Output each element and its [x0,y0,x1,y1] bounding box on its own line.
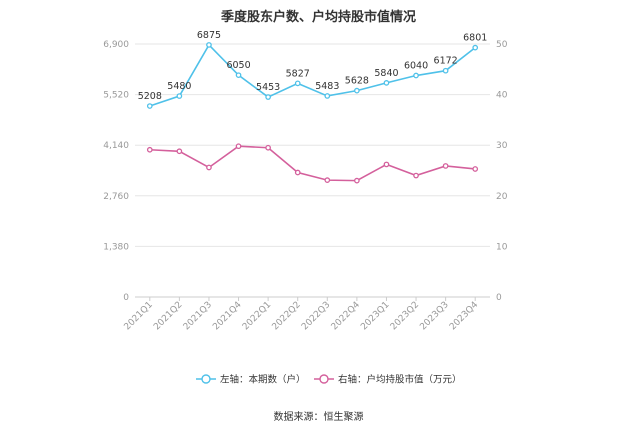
right-tick-label: 50 [496,40,508,50]
data-label: 5840 [374,68,398,79]
data-label: 5483 [315,81,339,92]
x-tick-label: 2023Q2 [389,300,421,332]
chart-title: 季度股东户数、户均持股市值情况 [220,10,416,25]
data-label: 5628 [345,76,369,87]
series-point-1 [442,67,449,74]
left-axis: 0 1,380 2,760 4,140 5,520 6,900 [103,40,129,303]
data-label: 5208 [138,91,162,102]
series-point-1 [206,42,212,48]
left-tick-label: 4,140 [103,141,129,151]
series-point-2 [413,172,419,179]
series-point-1 [413,72,419,79]
series-point-1 [235,72,242,79]
data-label: 5453 [256,82,280,93]
x-tick-label: 2023Q1 [359,300,391,332]
right-tick-label: 0 [496,293,502,303]
series-point-1 [472,44,479,51]
legend-swatch-marker [319,374,329,384]
x-tick-label: 2021Q1 [123,300,155,332]
data-label: 6875 [197,30,221,41]
series-point-2 [472,166,479,172]
series-point-1 [383,80,390,86]
data-label: 6040 [404,61,428,72]
right-axis: 0 10 20 30 40 50 [496,40,508,303]
x-tick-label: 2022Q2 [271,300,303,332]
legend: 左轴：本期数（户） 右轴：户均持股市值（万元） [196,374,462,386]
right-tick-label: 20 [496,192,508,202]
series-point-1 [146,103,153,109]
x-tick-label: 2022Q1 [241,300,273,332]
series-point-2 [324,177,331,183]
series-point-1 [176,93,183,99]
data-label: 6050 [226,60,250,71]
left-tick-label: 2,760 [103,192,129,202]
right-tick-label: 10 [496,242,508,252]
left-tick-label: 0 [123,293,129,303]
left-tick-label: 5,520 [103,91,129,101]
series-point-2 [235,143,242,150]
grid [135,43,490,298]
series-point-1 [294,80,301,87]
x-tick-label: 2021Q4 [211,300,244,333]
data-label: 5480 [167,81,191,92]
series-point-2 [354,177,360,184]
series-point-2 [294,169,301,176]
data-label: 6801 [463,33,487,44]
series-point-2 [383,161,390,168]
x-axis: 2021Q12021Q22021Q32021Q42022Q12022Q22022… [123,297,481,332]
left-tick-label: 1,380 [103,242,129,252]
series-point-2 [146,146,153,153]
data-label: 5827 [286,68,310,79]
series-point-2 [442,163,449,169]
series-point-2 [265,144,271,151]
series-layer: 5208 5480 6875 6050 5453 5827 5483 5628 5840 6040… [138,30,487,184]
x-tick-label: 2021Q3 [182,300,214,332]
x-tick-label: 2023Q3 [418,300,450,332]
series-point-2 [176,148,183,155]
series-point-2 [206,164,212,171]
legend-label: 左轴：本期数（户） [220,374,306,386]
left-tick-label: 6,900 [103,40,129,50]
x-tick-label: 2022Q3 [300,300,332,332]
data-label: 6172 [434,56,458,67]
series-line-1 [149,43,476,107]
right-tick-label: 30 [496,141,508,151]
right-tick-label: 40 [496,91,508,101]
series-point-1 [265,94,271,100]
source-note: 数据来源：恒生聚源 [273,412,364,423]
x-tick-label: 2023Q4 [448,300,481,333]
legend-label: 右轴：户均持股市值（万元） [338,374,462,386]
series-point-1 [354,87,360,94]
series-line-2 [149,145,476,182]
series-point-1 [324,93,331,99]
x-tick-label: 2021Q2 [152,300,184,332]
legend-swatch-marker [201,374,211,384]
x-tick-label: 2022Q4 [330,300,363,333]
